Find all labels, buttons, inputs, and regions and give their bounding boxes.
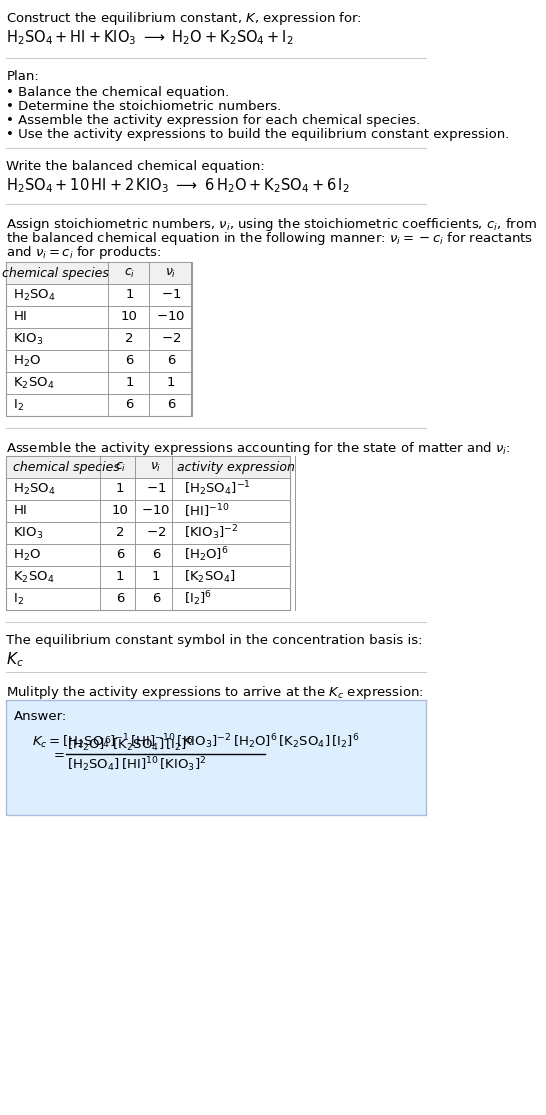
Text: 6: 6 bbox=[152, 549, 160, 562]
Text: activity expression: activity expression bbox=[177, 460, 295, 474]
Text: $-2$: $-2$ bbox=[161, 332, 181, 346]
Text: $\mathrm{HI}$: $\mathrm{HI}$ bbox=[13, 310, 27, 323]
Text: 1: 1 bbox=[125, 289, 134, 301]
Text: • Determine the stoichiometric numbers.: • Determine the stoichiometric numbers. bbox=[7, 100, 282, 113]
Text: $-2$: $-2$ bbox=[146, 526, 166, 540]
Text: Answer:: Answer: bbox=[14, 710, 68, 723]
Text: • Use the activity expressions to build the equilibrium constant expression.: • Use the activity expressions to build … bbox=[7, 128, 510, 140]
Text: $\mathrm{H_2O}$: $\mathrm{H_2O}$ bbox=[13, 353, 41, 369]
Text: The equilibrium constant symbol in the concentration basis is:: The equilibrium constant symbol in the c… bbox=[7, 634, 423, 647]
Text: $\mathrm{H_2SO_4}$: $\mathrm{H_2SO_4}$ bbox=[13, 482, 55, 496]
Text: Plan:: Plan: bbox=[7, 70, 39, 83]
Text: $[\mathrm{H_2SO_4}]^{-1}$: $[\mathrm{H_2SO_4}]^{-1}$ bbox=[183, 479, 250, 498]
Bar bbox=[7, 456, 289, 478]
Text: $\mathrm{HI}$: $\mathrm{HI}$ bbox=[13, 504, 27, 517]
Text: 6: 6 bbox=[116, 592, 124, 605]
Text: $-1$: $-1$ bbox=[161, 289, 181, 301]
Text: Assemble the activity expressions accounting for the state of matter and $\nu_i$: Assemble the activity expressions accoun… bbox=[7, 440, 511, 457]
Text: $[\mathrm{HI}]^{-10}$: $[\mathrm{HI}]^{-10}$ bbox=[183, 502, 229, 520]
Text: $\nu_i$: $\nu_i$ bbox=[150, 460, 162, 474]
Text: chemical species: chemical species bbox=[13, 460, 120, 474]
Text: 10: 10 bbox=[112, 504, 129, 517]
Text: $[\mathrm{I_2}]^{6}$: $[\mathrm{I_2}]^{6}$ bbox=[183, 590, 211, 609]
Text: $-1$: $-1$ bbox=[146, 483, 166, 495]
Text: 10: 10 bbox=[121, 310, 138, 323]
Text: 1: 1 bbox=[116, 483, 124, 495]
Text: 6: 6 bbox=[167, 355, 175, 368]
Text: $[\mathrm{H_2O}]^{6}$: $[\mathrm{H_2O}]^{6}$ bbox=[183, 545, 228, 564]
Text: $\mathrm{KIO_3}$: $\mathrm{KIO_3}$ bbox=[13, 525, 43, 541]
Text: $\mathrm{KIO_3}$: $\mathrm{KIO_3}$ bbox=[13, 331, 43, 347]
Bar bbox=[7, 262, 191, 416]
Text: Mulitply the activity expressions to arrive at the $K_c$ expression:: Mulitply the activity expressions to arr… bbox=[7, 683, 424, 701]
Text: $\mathrm{I_2}$: $\mathrm{I_2}$ bbox=[13, 397, 23, 413]
Text: • Assemble the activity expression for each chemical species.: • Assemble the activity expression for e… bbox=[7, 114, 420, 127]
Text: $[\mathrm{K_2SO_4}]$: $[\mathrm{K_2SO_4}]$ bbox=[183, 569, 235, 585]
Text: $\mathrm{I_2}$: $\mathrm{I_2}$ bbox=[13, 591, 23, 607]
Text: 1: 1 bbox=[152, 571, 160, 583]
Text: 2: 2 bbox=[116, 526, 124, 540]
Text: $=$: $=$ bbox=[51, 747, 66, 760]
Text: $\mathrm{H_2SO_4 + HI + KIO_3}$ $\longrightarrow$ $\mathrm{H_2O + K_2SO_4 + I_2}: $\mathrm{H_2SO_4 + HI + KIO_3}$ $\longri… bbox=[7, 28, 294, 47]
Bar bbox=[7, 262, 191, 284]
Text: 2: 2 bbox=[125, 332, 134, 346]
Text: chemical species: chemical species bbox=[2, 266, 109, 280]
Text: $c_i$: $c_i$ bbox=[124, 266, 135, 280]
Bar bbox=[7, 456, 289, 610]
Text: $\mathrm{H_2SO_4}$: $\mathrm{H_2SO_4}$ bbox=[13, 288, 55, 302]
Text: and $\nu_i = c_i$ for products:: and $\nu_i = c_i$ for products: bbox=[7, 244, 162, 261]
Text: • Balance the chemical equation.: • Balance the chemical equation. bbox=[7, 86, 229, 99]
Text: $-10$: $-10$ bbox=[156, 310, 186, 323]
Text: $K_c$: $K_c$ bbox=[7, 650, 24, 669]
Text: Write the balanced chemical equation:: Write the balanced chemical equation: bbox=[7, 159, 265, 173]
Text: $\mathrm{H_2SO_4 + 10\,HI + 2\,KIO_3}$ $\longrightarrow$ $\mathrm{6\,H_2O + K_2S: $\mathrm{H_2SO_4 + 10\,HI + 2\,KIO_3}$ $… bbox=[7, 176, 350, 195]
Text: $\mathrm{K_2SO_4}$: $\mathrm{K_2SO_4}$ bbox=[13, 570, 54, 584]
Text: $\nu_i$: $\nu_i$ bbox=[165, 266, 176, 280]
Text: $-10$: $-10$ bbox=[141, 504, 170, 517]
Text: $[\mathrm{KIO_3}]^{-2}$: $[\mathrm{KIO_3}]^{-2}$ bbox=[183, 524, 238, 542]
Text: $\mathrm{H_2O}$: $\mathrm{H_2O}$ bbox=[13, 547, 41, 563]
Text: 6: 6 bbox=[167, 398, 175, 411]
Text: 1: 1 bbox=[116, 571, 124, 583]
FancyBboxPatch shape bbox=[7, 700, 426, 815]
Text: Construct the equilibrium constant, $K$, expression for:: Construct the equilibrium constant, $K$,… bbox=[7, 10, 362, 27]
Text: Assign stoichiometric numbers, $\nu_i$, using the stoichiometric coefficients, $: Assign stoichiometric numbers, $\nu_i$, … bbox=[7, 216, 537, 233]
Text: 6: 6 bbox=[152, 592, 160, 605]
Text: 1: 1 bbox=[167, 377, 175, 389]
Text: 6: 6 bbox=[125, 398, 134, 411]
Text: 6: 6 bbox=[116, 549, 124, 562]
Text: $[\mathrm{H_2SO_4}]\,[\mathrm{HI}]^{10}\,[\mathrm{KIO_3}]^{2}$: $[\mathrm{H_2SO_4}]\,[\mathrm{HI}]^{10}\… bbox=[67, 756, 207, 774]
Text: $K_c = [\mathrm{H_2SO_4}]^{-1}\,[\mathrm{HI}]^{-10}\,[\mathrm{KIO_3}]^{-2}\,[\ma: $K_c = [\mathrm{H_2SO_4}]^{-1}\,[\mathrm… bbox=[32, 733, 359, 750]
Text: $\mathrm{K_2SO_4}$: $\mathrm{K_2SO_4}$ bbox=[13, 376, 54, 390]
Text: $[\mathrm{H_2O}]^{6}\,[\mathrm{K_2SO_4}]\,[\mathrm{I_2}]^{6}$: $[\mathrm{H_2O}]^{6}\,[\mathrm{K_2SO_4}]… bbox=[67, 736, 194, 755]
Text: 1: 1 bbox=[125, 377, 134, 389]
Text: the balanced chemical equation in the following manner: $\nu_i = -c_i$ for react: the balanced chemical equation in the fo… bbox=[7, 230, 533, 248]
Text: 6: 6 bbox=[125, 355, 134, 368]
Text: $c_i$: $c_i$ bbox=[115, 460, 126, 474]
